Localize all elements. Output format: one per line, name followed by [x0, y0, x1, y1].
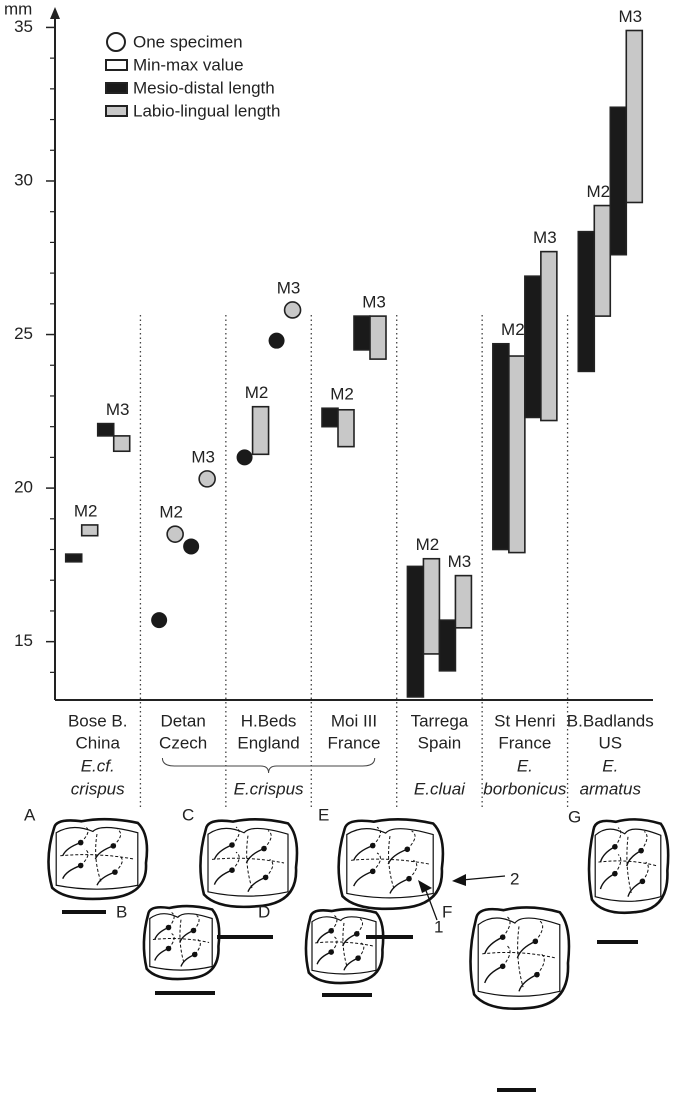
- md-range: [493, 344, 509, 550]
- panel-label: D: [258, 902, 270, 921]
- ll-range: [114, 436, 130, 451]
- md-range: [407, 566, 423, 697]
- legend-label: Min-max value: [133, 55, 244, 74]
- locality-label: Bose B.: [68, 711, 128, 730]
- tooth-label: M2: [74, 501, 98, 520]
- legend-box: [106, 60, 127, 70]
- locality-label: China: [76, 733, 121, 752]
- tooth-label: M2: [245, 383, 269, 402]
- figure: mm One specimen Min-max value Mesio-dist…: [0, 0, 673, 1096]
- tooth-drawings: A B C D E F G 1 2: [24, 805, 668, 1090]
- tooth-label: M3: [106, 400, 130, 419]
- legend-label: Labio-lingual length: [133, 101, 280, 120]
- md-range: [354, 316, 370, 350]
- locality-label: Spain: [418, 733, 461, 752]
- arrow-head: [452, 874, 466, 886]
- arrow: [462, 876, 505, 880]
- y-tick-label: 30: [14, 170, 33, 189]
- locality-label: France: [328, 733, 381, 752]
- tooth-label: M3: [618, 7, 642, 26]
- md-specimen: [183, 538, 199, 554]
- axis-arrow: [50, 7, 60, 19]
- ll-range: [338, 410, 354, 447]
- locality-label: England: [237, 733, 299, 752]
- y-axis-label: mm: [4, 0, 32, 18]
- arrow-label: 2: [510, 869, 519, 888]
- taxon-label: E.crispus: [234, 779, 304, 798]
- y-tick-label: 20: [14, 478, 33, 497]
- panel-label: A: [24, 805, 36, 824]
- legend-box: [106, 106, 127, 116]
- locality-label: Czech: [159, 733, 207, 752]
- locality-label: US: [598, 733, 622, 752]
- legend: One specimen Min-max value Mesio-distal …: [106, 32, 280, 120]
- md-specimen: [151, 612, 167, 628]
- taxon-label: borbonicus: [483, 779, 567, 798]
- panel-label: C: [182, 805, 194, 824]
- y-tick-label: 35: [14, 17, 33, 36]
- md-range: [98, 424, 114, 436]
- tooth-label: M3: [448, 552, 472, 571]
- locality-label: H.Beds: [241, 711, 297, 730]
- locality-label: Detan: [160, 711, 205, 730]
- ll-range: [509, 356, 525, 553]
- ll-range: [253, 407, 269, 455]
- md-range: [525, 276, 541, 417]
- tooth-label: M3: [362, 293, 386, 312]
- arrow-label: 1: [434, 917, 443, 936]
- tooth-label: M2: [330, 385, 354, 404]
- y-tick-label: 25: [14, 324, 33, 343]
- locality-label: B.Badlands: [567, 711, 654, 730]
- md-range: [322, 408, 338, 426]
- taxon-bracket: [162, 758, 374, 773]
- legend-label: Mesio-distal length: [133, 78, 275, 97]
- ll-range: [455, 576, 471, 628]
- tooth-label: M2: [416, 535, 440, 554]
- ll-specimen: [167, 526, 183, 542]
- locality-label: France: [498, 733, 551, 752]
- panel-label: G: [568, 807, 581, 826]
- ll-range: [82, 525, 98, 536]
- md-range: [578, 232, 594, 372]
- md-specimen: [237, 449, 253, 465]
- legend-box: [106, 83, 127, 93]
- md-range: [66, 554, 82, 562]
- legend-point: [107, 33, 125, 51]
- tooth-label: M2: [501, 320, 525, 339]
- taxon-label: E.: [602, 756, 618, 775]
- ll-range: [370, 316, 386, 359]
- ll-specimen: [285, 302, 301, 318]
- tooth-label: M3: [277, 278, 301, 297]
- md-range: [610, 107, 626, 254]
- tooth-label: M3: [533, 228, 557, 247]
- md-range: [439, 620, 455, 671]
- panel-label: E: [318, 805, 329, 824]
- locality-label: Moi III: [331, 711, 377, 730]
- locality-label: Tarrega: [411, 711, 469, 730]
- locality-label: St Henri: [494, 711, 555, 730]
- ll-range: [423, 559, 439, 654]
- taxon-label: crispus: [71, 779, 125, 798]
- tooth-label: M3: [191, 447, 215, 466]
- ll-specimen: [199, 471, 215, 487]
- taxon-label: armatus: [580, 779, 642, 798]
- taxon-label: E.: [517, 756, 533, 775]
- ll-range: [594, 206, 610, 317]
- panel-label: B: [116, 902, 127, 921]
- taxon-label: E.cluai: [414, 779, 466, 798]
- md-specimen: [269, 333, 285, 349]
- legend-label: One specimen: [133, 32, 243, 51]
- ll-range: [626, 30, 642, 202]
- ll-range: [541, 252, 557, 421]
- panel-label: F: [442, 902, 452, 921]
- y-tick-label: 15: [14, 631, 33, 650]
- tooth-label: M2: [159, 503, 183, 522]
- tooth-label: M2: [586, 182, 610, 201]
- taxon-label: E.cf.: [81, 756, 115, 775]
